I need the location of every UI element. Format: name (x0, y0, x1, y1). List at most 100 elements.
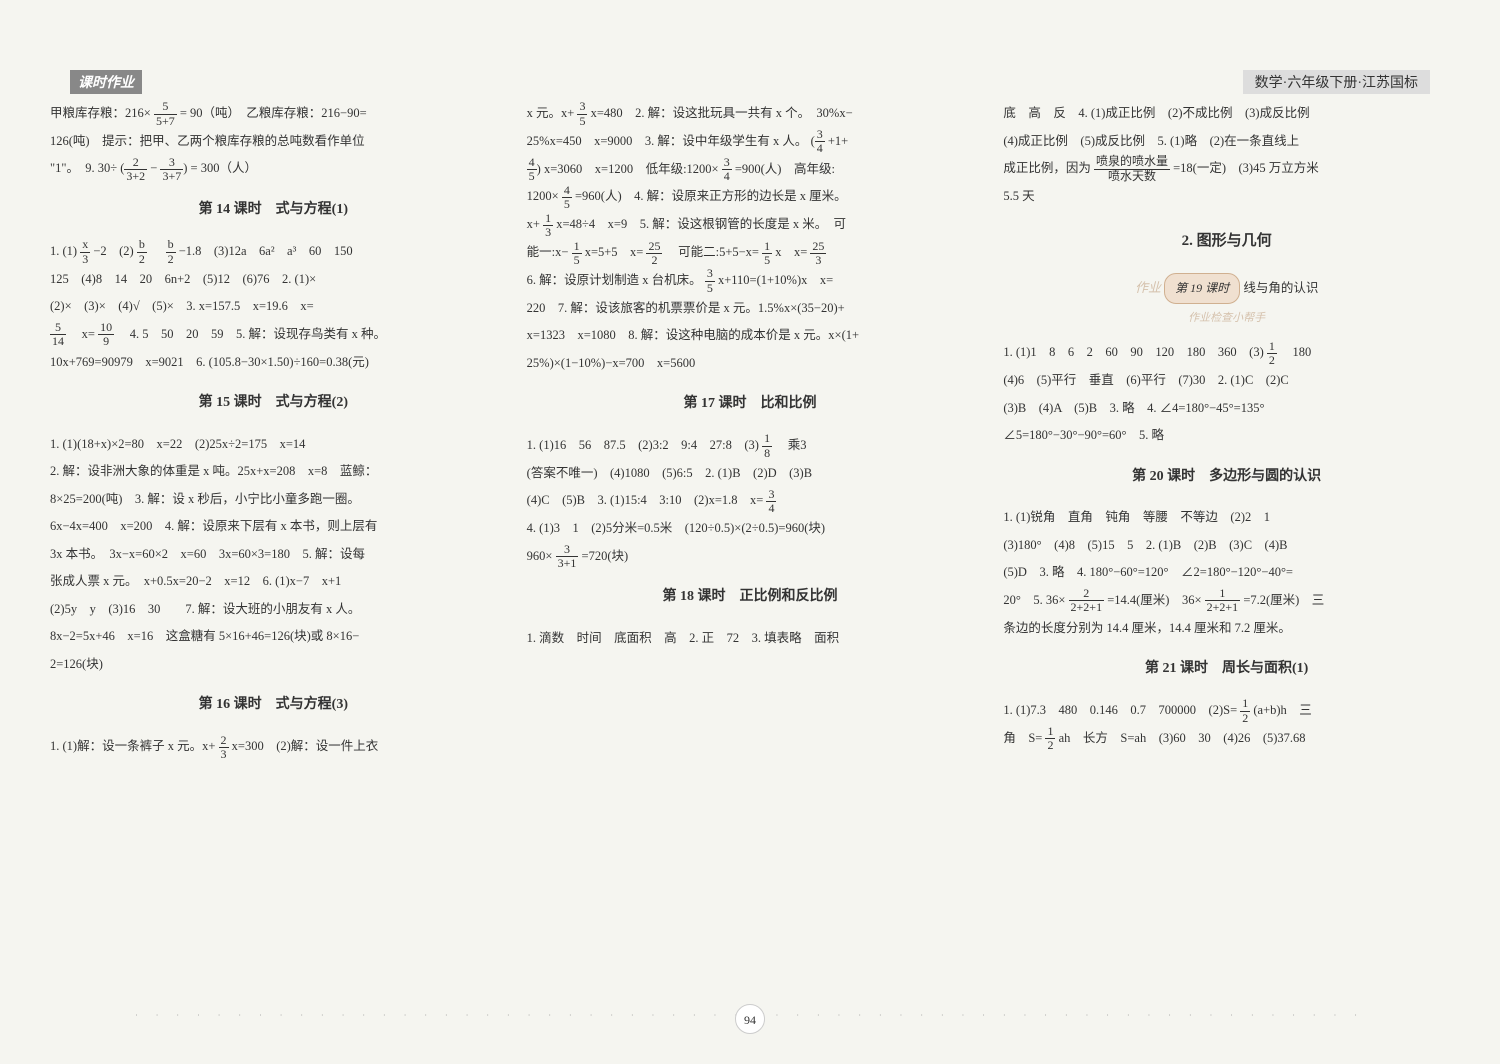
section-title-20: 第 20 课时 多边形与圆的认识 (1003, 462, 1450, 493)
text: ∠5=180°−30°−90°=60° 5. 略 (1003, 428, 1164, 442)
text: = 300（人） (191, 161, 257, 175)
page-number: 94 (735, 1004, 765, 1034)
text (150, 244, 163, 258)
text: +1+ (828, 134, 848, 148)
text: 4. 5 50 20 59 5. 解：设现存鸟类有 x 种。 (117, 327, 386, 341)
text: 20° 5. 36× (1003, 593, 1065, 607)
badge-wrap: 作业 第 19 课时 线与角的认识 作业检查小帮手 (1003, 273, 1450, 331)
fraction: 15 (572, 240, 582, 267)
fraction: 45 (562, 184, 572, 211)
text: 960× (527, 549, 553, 563)
fraction: 喷泉的喷水量喷水天数 (1094, 155, 1170, 182)
fraction: b2 (166, 238, 176, 265)
text: x=1323 x=1080 8. 解：设这种电脑的成本价是 x 元。x×(1+ (527, 328, 859, 342)
text: x= (69, 327, 95, 341)
text: (答案不唯一) (4)1080 (5)6:5 2. (1)B (2)D (3)B (527, 466, 812, 480)
fraction: 23 (219, 734, 229, 761)
text: 1. (1)(18+x)×2=80 x=22 (2)25x÷2=175 x=14 (50, 437, 305, 451)
text: 125 (4)8 14 20 6n+2 (5)12 (6)76 2. (1)× (50, 272, 316, 286)
fraction: 33+7 (160, 156, 183, 183)
fraction: x3 (80, 238, 90, 265)
text: 180 (1280, 345, 1311, 359)
text: 8×25=200(吨) 3. 解：设 x 秒后，小宁比小童多跑一圈。 (50, 492, 360, 506)
text: 角 S= (1003, 731, 1042, 745)
text: (5)D 3. 略 4. 180°−60°=120° ∠2=180°−120°−… (1003, 565, 1293, 579)
text: "1"。 9. 30÷ (50, 161, 117, 175)
text: −2 (2) (93, 244, 133, 258)
fraction: 55+7 (154, 100, 177, 127)
fraction: 12 (1240, 697, 1250, 724)
text: 25%)×(1−10%)−x=700 x=5600 (527, 356, 696, 370)
col2-content: x 元。x+ 35 x=480 2. 解：设这批玩具一共有 x 个。 30%x−… (527, 100, 974, 653)
badge-subtitle: 线与角的认识 (1243, 281, 1318, 295)
text: =18(一定) (3)45 万立方米 (1173, 161, 1319, 175)
text: (a+b)h 三 (1253, 703, 1311, 717)
fraction: 18 (762, 432, 772, 459)
text: (2)5y y (3)16 30 7. 解：设大班的小朋友有 x 人。 (50, 602, 360, 616)
fraction: 15 (762, 240, 772, 267)
lesson-badge: 第 19 课时 (1164, 273, 1240, 303)
text: =14.4(厘米) 36× (1107, 593, 1201, 607)
fraction: b2 (137, 238, 147, 265)
fraction: 34 (722, 156, 732, 183)
page: 甲粮库存粮：216× 55+7 = 90（吨） 乙粮库存粮：216−90= 12… (0, 0, 1500, 1064)
text: x=5+5 x= (585, 245, 644, 259)
text: 能一:x− (527, 245, 569, 259)
text: 1. (1)7.3 480 0.146 0.7 700000 (2)S= (1003, 703, 1237, 717)
text: 甲粮库存粮：216× (50, 106, 151, 120)
text: 成正比例，因为 (1003, 161, 1091, 175)
section-title-15: 第 15 课时 式与方程(2) (50, 388, 497, 419)
big-section-title: 2. 图形与几何 (1003, 225, 1450, 258)
text: x=300 (2)解：设一件上衣 (232, 739, 379, 753)
text: 6. 解：设原计划制造 x 台机床。 (527, 273, 702, 287)
fraction: 35 (577, 100, 587, 127)
text: 220 7. 解：设该旅客的机票票价是 x 元。1.5%x×(35−20)+ (527, 301, 845, 315)
text: x x= (775, 245, 807, 259)
fraction: 35 (705, 267, 715, 294)
text: − (150, 161, 157, 175)
text: 张成人票 x 元。 x+0.5x=20−2 x=12 6. (1)x−7 x+1 (50, 574, 341, 588)
col1-content: 甲粮库存粮：216× 55+7 = 90（吨） 乙粮库存粮：216−90= 12… (50, 100, 497, 761)
text: 1200× (527, 189, 559, 203)
text: x 元。x+ (527, 106, 575, 120)
fraction: 34 (766, 488, 776, 515)
fraction: 34 (815, 128, 825, 155)
fraction: 12+2+1 (1205, 587, 1241, 614)
section-title-14: 第 14 课时 式与方程(1) (50, 195, 497, 226)
text: x=48÷4 x=9 5. 解：设这根钢管的长度是 x 米。 可 (556, 217, 846, 231)
text: (4)成正比例 (5)成反比例 5. (1)略 (2)在一条直线上 (1003, 134, 1299, 148)
text: 5.5 天 (1003, 189, 1034, 203)
column-2: x 元。x+ 35 x=480 2. 解：设这批玩具一共有 x 个。 30%x−… (527, 60, 974, 1024)
text: =960(人) 4. 解：设原来正方形的边长是 x 厘米。 (575, 189, 847, 203)
text: 可能二:5+5−x= (666, 245, 759, 259)
section-title-18: 第 18 课时 正比例和反比例 (527, 582, 974, 613)
text: 8x−2=5x+46 x=16 这盒糖有 5×16+46=126(块)或 8×1… (50, 629, 359, 643)
fraction: 23+2 (124, 156, 147, 183)
column-1: 甲粮库存粮：216× 55+7 = 90（吨） 乙粮库存粮：216−90= 12… (50, 60, 497, 1024)
text: x+110=(1+10%)x x= (718, 273, 833, 287)
text: x=3060 x=1200 低年级:1200× (544, 162, 719, 176)
text: −1.8 (3)12a 6a² a³ 60 150 (179, 244, 353, 258)
text: 3x 本书。 3x−x=60×2 x=60 3x=60×3=180 5. 解：设… (50, 547, 365, 561)
text: (3)B (4)A (5)B 3. 略 4. ∠4=180°−45°=135° (1003, 401, 1264, 415)
col3-content: 底 高 反 4. (1)成正比例 (2)不成比例 (3)成反比例 (4)成正比例… (1003, 100, 1450, 753)
watermark-text: 作业检查小帮手 (1188, 312, 1265, 324)
text: =720(块) (582, 549, 629, 563)
fraction: 12 (1267, 340, 1277, 367)
text: 乘3 (775, 438, 806, 452)
fraction: 514 (50, 321, 66, 348)
text: 1. (1)1 8 6 2 60 90 120 180 360 (3) (1003, 345, 1263, 359)
fraction: 45 (527, 156, 537, 183)
fraction: 253 (810, 240, 826, 267)
text: 1. (1) (50, 244, 77, 258)
fraction: 22+2+1 (1069, 587, 1105, 614)
header-left: 课时作业 (70, 70, 142, 94)
text: = 90（吨） 乙粮库存粮：216−90= (180, 106, 367, 120)
text: 25%x=450 x=9000 3. 解：设中年级学生有 x 人。 (527, 134, 808, 148)
text: 1. 滴数 时间 底面积 高 2. 正 72 3. 填表略 面积 (527, 631, 840, 645)
fraction: 12 (1045, 725, 1055, 752)
column-3: 底 高 反 4. (1)成正比例 (2)不成比例 (3)成反比例 (4)成正比例… (1003, 60, 1450, 1024)
fraction: 13 (543, 212, 553, 239)
text: 1. (1)解：设一条裤子 x 元。x+ (50, 739, 215, 753)
text: (4)C (5)B 3. (1)15:4 3:10 (2)x=1.8 x= (527, 493, 764, 507)
